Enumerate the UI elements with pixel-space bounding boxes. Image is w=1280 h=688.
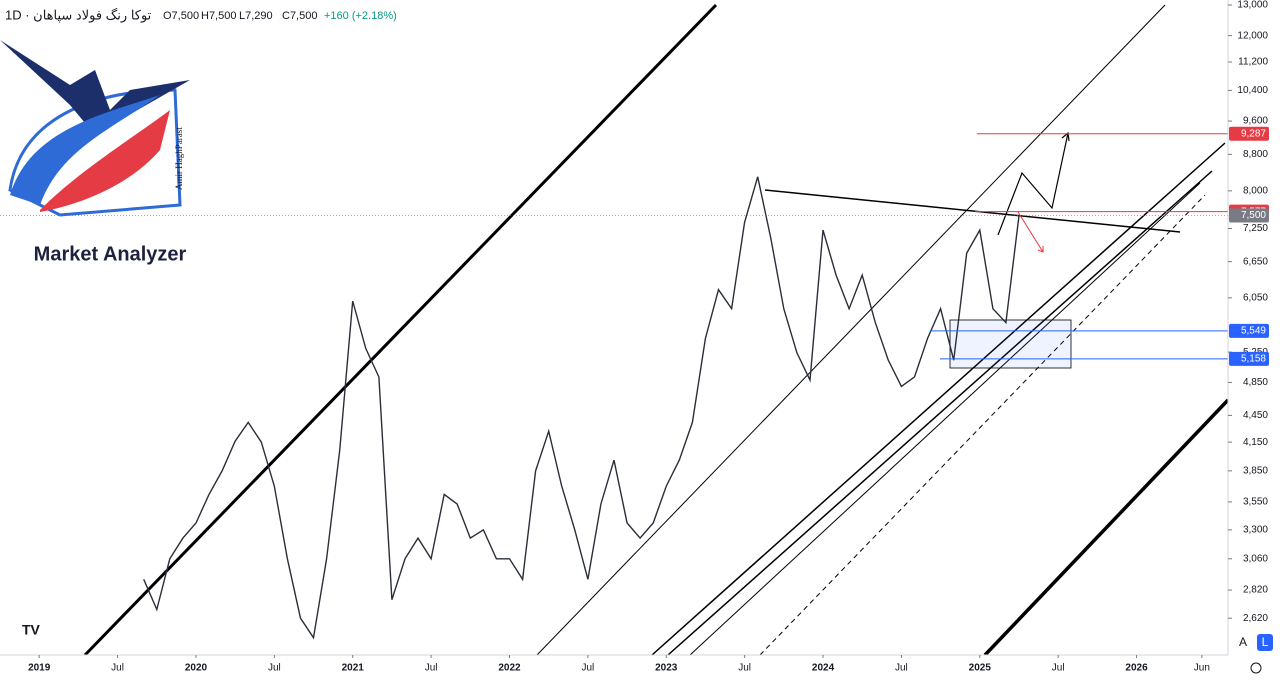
y-tick-label: 4,150 [1243,437,1268,448]
trend-line [983,398,1230,657]
y-tick-label: 10,400 [1237,85,1268,96]
arrow-head [1037,246,1044,253]
logo-swoosh [10,95,160,205]
logo-swoosh [40,110,170,212]
x-tick-label: Jul [1052,663,1065,674]
trend-line [83,3,718,657]
arrow-head [1061,131,1070,142]
y-tick-label: 3,300 [1243,525,1268,536]
trend-line [689,182,1201,656]
x-tick-label: 2019 [28,663,51,674]
x-tick-label: 2022 [498,663,521,674]
price-label: 5,549 [1241,326,1266,337]
price-label-bg [1229,208,1269,223]
y-tick-label: 3,550 [1243,497,1268,508]
y-tick-label: 8,800 [1243,149,1268,160]
resistance-line [764,189,1181,233]
x-tick-label: 2023 [655,663,678,674]
ohlc: O7,500 [163,10,199,22]
price-label-bg [1229,323,1269,338]
x-tick-label: 2025 [969,663,992,674]
y-tick-label: 11,200 [1238,57,1268,68]
trend-line [759,194,1206,656]
x-tick-label: Jul [895,663,908,674]
plot [0,133,1228,640]
logo-eagle [0,40,190,135]
projection [997,132,1069,236]
y-tick-label: 13,000 [1237,0,1268,11]
trend-line [651,142,1226,656]
y-tick-label: 9,600 [1243,116,1268,127]
y-tick-label: 7,250 [1243,223,1268,234]
y-tick-label: 8,000 [1243,185,1268,196]
y-tick-label: 12,000 [1237,30,1268,41]
x-tick-label: Jul [268,663,281,674]
header: توکا رنگ فولاد سپاهان · 1D O7,500 H7,500… [5,7,397,23]
logo-author: Amir HaghParast [174,127,184,190]
log-button[interactable] [1257,634,1273,651]
ohlc: H7,500 [201,10,236,22]
log-scale[interactable]: L [1262,635,1269,649]
x-tick-label: Jul [581,663,594,674]
x-tick-label: 2026 [1125,663,1148,674]
x-tick-label: 2020 [185,663,208,674]
settings-icon[interactable] [1250,662,1262,674]
x-tick-label: Jul [111,663,124,674]
y-tick-label: 2,620 [1243,613,1268,624]
trend-line [536,4,1166,656]
zone-box [949,319,1072,369]
x-tick-label: 2021 [342,663,365,674]
projection [1017,211,1044,253]
price-label: 5,158 [1241,354,1266,365]
auto-scale[interactable]: A [1239,635,1247,649]
y-tick-label: 2,820 [1243,585,1268,596]
y-tick-label: 6,650 [1243,256,1268,267]
price-axis [1228,0,1280,683]
price-label: 9,287 [1241,128,1266,139]
tv-logo: TV [22,622,41,638]
y-tick-label: 3,060 [1243,553,1268,564]
symbol: توکا رنگ فولاد سپاهان · 1D [5,7,152,23]
ohlc: C7,500 [282,10,317,22]
y-tick-label: 3,850 [1243,465,1268,476]
price-line [143,176,1020,640]
x-tick-label: Jul [738,663,751,674]
price-label-bg [1229,351,1269,366]
time-axis [0,655,1228,683]
logo: Market Analyzer Amir HaghParast [0,40,190,265]
price-label: 7,500 [1241,210,1266,221]
drawings [83,3,1230,657]
y-tick-label: 4,450 [1243,410,1268,421]
logo-title: Market Analyzer [34,243,187,265]
x-tick-label: 2024 [812,663,835,674]
axes: 2,620 2,820 3,060 3,300 3,550 3,850 4,150 4,450… [28,0,1269,674]
price-label-bg [1229,126,1269,141]
change: +160 (+2.18%) [324,10,397,22]
x-tick-label: Jun [1194,663,1210,674]
y-tick-label: 4,850 [1243,377,1268,388]
y-tick-label: 6,050 [1243,292,1268,303]
trend-line [667,170,1213,656]
x-tick-label: Jul [425,663,438,674]
ohlc: L7,290 [239,10,273,22]
